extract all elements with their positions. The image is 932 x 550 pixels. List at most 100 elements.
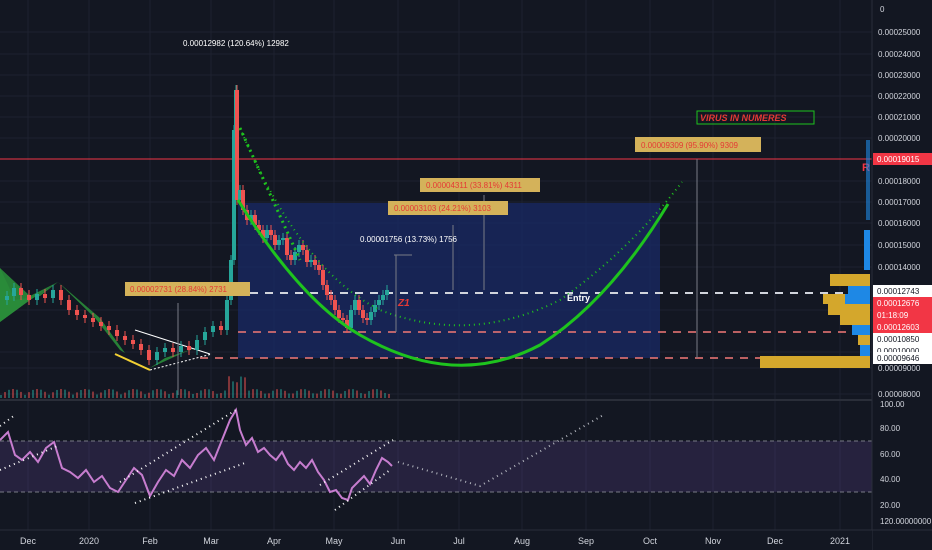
volume-bar — [76, 392, 78, 398]
candle-body — [115, 330, 119, 336]
volume-profile — [760, 140, 870, 368]
volume-bar — [292, 393, 294, 398]
volume-bar — [64, 389, 66, 398]
candle-body — [285, 238, 289, 255]
candle-body — [265, 230, 269, 238]
candle-body — [232, 130, 236, 260]
candle-body — [321, 270, 325, 285]
price-tick-label: 0.00014000 — [878, 263, 921, 272]
candle-body — [179, 346, 183, 352]
volume-bar — [320, 390, 322, 398]
time-tick-label: Aug — [514, 536, 530, 546]
candle-body — [269, 230, 273, 235]
candle-body — [211, 326, 215, 332]
volume-bar — [348, 389, 350, 398]
candle-body — [203, 332, 207, 340]
volume-bar — [44, 391, 46, 398]
volume-bar — [232, 381, 234, 398]
candle-body — [365, 318, 369, 320]
volume-bar — [112, 389, 114, 398]
volume-bar — [376, 389, 378, 398]
volume-bar — [68, 391, 70, 398]
volume-bar — [200, 390, 202, 398]
time-tick-label: Nov — [705, 536, 722, 546]
volume-bar — [192, 393, 194, 398]
price-tag-label: 0.00012603 — [877, 323, 920, 332]
volume-bar — [236, 382, 238, 398]
volume-bar — [92, 391, 94, 398]
price-tick-label: 0.00020000 — [878, 134, 921, 143]
price-tag — [873, 333, 932, 345]
volume-bar — [16, 389, 18, 398]
target-label-text: 0.00009309 (95.90%) 9309 — [641, 141, 739, 150]
label-box-1[interactable] — [125, 282, 250, 296]
price-tags: 0.00019015 0.00012743 0.00012676 01:18:09 0.… — [873, 153, 932, 364]
rsi-band — [0, 441, 872, 492]
candle-body — [229, 260, 233, 300]
candle-body — [333, 300, 337, 310]
volume-bar — [332, 390, 334, 398]
target-label-box[interactable] — [635, 137, 761, 152]
candle-body — [43, 294, 47, 298]
candle-body — [361, 310, 365, 318]
volume-bar — [124, 392, 126, 398]
volume-bar — [52, 392, 54, 398]
label-box-3[interactable] — [388, 201, 508, 215]
volume-bar — [100, 392, 102, 398]
volume-bar — [248, 390, 250, 398]
virus-label-box[interactable] — [696, 110, 815, 125]
price-tag-label: 0.00010850 — [877, 335, 920, 344]
price-tag — [873, 309, 932, 321]
rsi-channel-1 — [0, 414, 16, 427]
wedge-line-bottom — [149, 353, 213, 371]
price-axis[interactable]: 0 0.00025000 0.00024000 0.00023000 0.000220… — [871, 0, 932, 550]
candle-body — [349, 310, 353, 328]
candle-body — [329, 295, 333, 300]
candle-body — [51, 290, 55, 298]
label-box-2-text: 0.00004311 (33.81%) 4311 — [426, 181, 522, 190]
volume-bar — [0, 395, 2, 398]
volume-bar — [140, 391, 142, 398]
candle-body — [309, 260, 313, 262]
volume-bar — [4, 392, 6, 398]
volume-bar — [256, 389, 258, 398]
volume-bar — [312, 393, 314, 398]
volume-bar — [308, 390, 310, 398]
candle-body — [131, 340, 135, 344]
volume-bar — [136, 389, 138, 398]
candle-body — [345, 320, 349, 328]
volume-bar — [284, 390, 286, 398]
volume-bar — [352, 389, 354, 398]
volume-bar — [108, 389, 110, 398]
volume-bar — [60, 389, 62, 398]
candle-body — [5, 296, 9, 300]
candle-body — [369, 312, 373, 320]
volume-bar — [104, 390, 106, 398]
price-tick-label: 0.00015000 — [878, 241, 921, 250]
volume-bar — [168, 394, 170, 398]
volume-bar — [116, 391, 118, 398]
candle-body — [317, 265, 321, 270]
price-pane[interactable]: 0.00012982 (120.64%) 12982 0.00002731 (2… — [0, 39, 872, 398]
time-axis[interactable]: Dec 2020 Feb Mar Apr May Jun Jul Aug Sep Oct Nov Dec… — [0, 529, 932, 550]
rsi-tick-label: 100.00 — [880, 400, 905, 409]
price-tag — [873, 153, 932, 165]
label-box-2[interactable] — [420, 178, 540, 192]
volume-bar — [56, 389, 58, 398]
candle-body — [381, 295, 385, 300]
time-tick-label: Dec — [20, 536, 37, 546]
price-tag — [873, 321, 932, 333]
time-tick-label: 2021 — [830, 536, 850, 546]
volume-bar — [240, 376, 242, 398]
rsi-pane[interactable] — [0, 407, 872, 511]
volume-bar — [228, 376, 230, 398]
volume-bar — [252, 389, 254, 398]
volume-bar — [388, 393, 390, 398]
candle-body — [35, 294, 39, 300]
candle-body — [293, 252, 297, 260]
candle-body — [67, 300, 71, 310]
price-tag-label: 0.00012676 — [877, 299, 920, 308]
rsi-channel-2 — [0, 444, 61, 471]
volume-bar — [360, 393, 362, 398]
